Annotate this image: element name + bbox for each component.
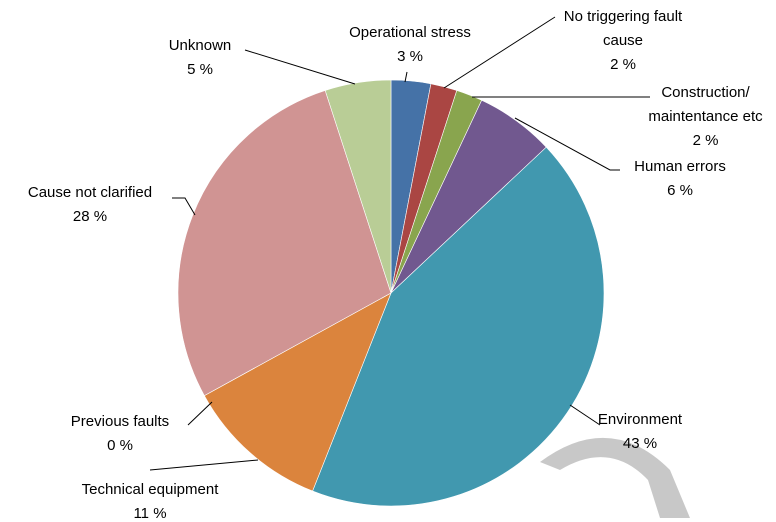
category-label: Technical equipment — [81, 481, 219, 498]
leader-line — [443, 16, 556, 89]
data-label: Environment 43 % — [580, 408, 700, 456]
category-label: No triggering fault cause — [563, 8, 683, 49]
data-label: No triggering fault cause 2 % — [548, 5, 698, 77]
pie-slice — [203, 292, 392, 492]
value-label: 28 % — [72, 208, 108, 225]
value-label: 6 % — [667, 182, 693, 199]
value-label: 43 % — [622, 435, 658, 452]
data-label: Construction/ maintentance etc 2 % — [635, 81, 776, 153]
category-label: Human errors — [634, 158, 726, 175]
value-label: 2 % — [610, 56, 636, 73]
data-label: Human errors 6 % — [610, 155, 750, 203]
leader-line — [404, 71, 408, 83]
value-label: 3 % — [397, 48, 423, 65]
data-label: Previous faults 0 % — [50, 410, 190, 458]
category-label: Construction/ maintentance etc — [648, 84, 763, 125]
arrow-decoration — [540, 437, 690, 518]
category-label: Unknown — [168, 37, 232, 54]
category-label: Environment — [597, 411, 683, 428]
value-label: 2 % — [692, 132, 719, 149]
pie-slice — [177, 90, 392, 397]
pie-slice — [312, 146, 605, 507]
value-label: 0 % — [107, 437, 133, 454]
value-label: 11 % — [133, 505, 167, 522]
data-label: Operational stress 3 % — [325, 21, 495, 69]
leader-line — [244, 49, 356, 85]
data-label: Unknown 5 % — [140, 34, 260, 82]
leader-line — [172, 197, 196, 216]
category-label: Cause not clarified — [27, 184, 153, 201]
value-label: 5 % — [187, 61, 213, 78]
leader-lines — [149, 16, 650, 471]
category-label: Previous faults — [70, 413, 170, 430]
leader-line — [187, 401, 213, 426]
data-label: Cause not clarified 28 % — [0, 181, 180, 229]
leader-line — [149, 459, 259, 471]
category-label: Operational stress — [349, 24, 471, 41]
leader-line — [514, 117, 620, 171]
data-label: Technical equipment 11 % — [50, 478, 250, 522]
pie-slice — [324, 79, 392, 294]
leader-line — [569, 404, 601, 426]
